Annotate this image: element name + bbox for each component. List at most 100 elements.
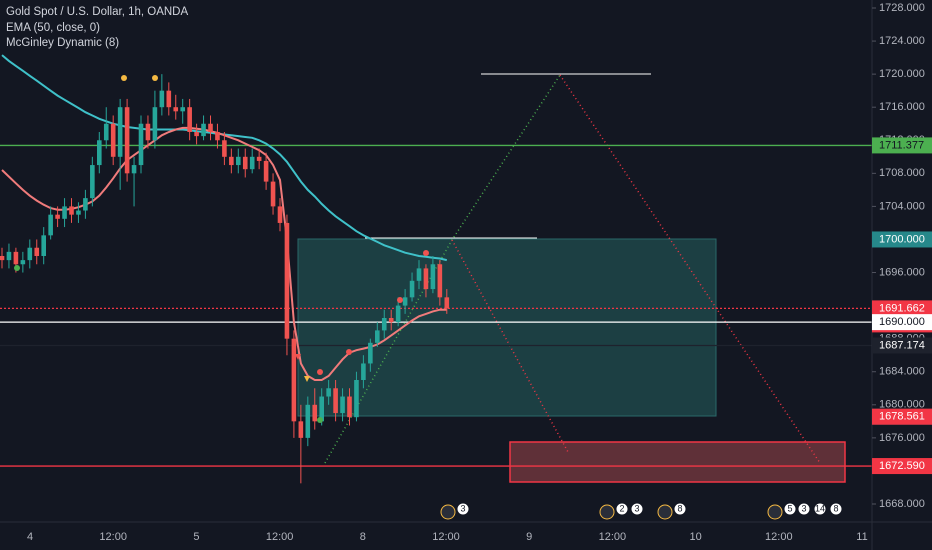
- y-tick-label: 1708.000: [879, 167, 925, 179]
- candle-body: [62, 206, 67, 219]
- y-tick-label: 1728.000: [879, 2, 925, 14]
- event-icon: [767, 504, 783, 520]
- candle-body: [437, 264, 443, 298]
- candle-body: [69, 206, 74, 215]
- candle-body: [152, 107, 158, 141]
- candle-body: [173, 107, 179, 112]
- candle-body: [326, 388, 331, 397]
- candle-body: [270, 181, 276, 207]
- event-badge: [813, 502, 827, 516]
- event-badge: [783, 502, 797, 516]
- x-tick-label: 5: [193, 531, 199, 543]
- plot: [0, 54, 450, 484]
- candle-body: [242, 156, 248, 170]
- event-badge: [673, 502, 687, 516]
- candle-body: [256, 156, 262, 161]
- event-count: 14: [815, 503, 825, 513]
- levels: [0, 144, 872, 467]
- x-tick-label: 12:00: [599, 531, 627, 543]
- candle-body: [312, 404, 318, 422]
- event-badge: [615, 502, 629, 516]
- y-tick-label: 1668.000: [879, 498, 925, 510]
- candle-body: [180, 107, 185, 112]
- price-tag: [872, 408, 932, 425]
- price-tag-label: 1690.000: [879, 316, 925, 328]
- price-tag: [872, 458, 932, 475]
- candle-body: [83, 198, 88, 211]
- price-tag: [872, 300, 932, 317]
- signal-dot: [346, 349, 352, 355]
- candle-body: [444, 297, 450, 309]
- price-tag-label: 1678.561: [879, 411, 925, 423]
- candle-body: [27, 247, 33, 261]
- event-badge: [630, 502, 644, 516]
- candle-body: [298, 421, 304, 438]
- event-count: 2: [619, 503, 624, 513]
- price-tag-label: 1672.590: [879, 460, 925, 472]
- x-tick-label: 11: [856, 531, 867, 543]
- candle-body: [20, 260, 26, 265]
- candle-body: [124, 107, 130, 174]
- y-tick-label: 1704.000: [879, 200, 925, 212]
- candle-body: [354, 380, 359, 418]
- candle-body: [416, 268, 422, 281]
- candle-body: [90, 165, 95, 199]
- x-tick-label: 12:00: [432, 531, 460, 543]
- axes: 1668.0001672.0001676.0001680.0001684.000…: [27, 2, 932, 543]
- event-badge: [456, 502, 470, 516]
- candle-body: [0, 256, 5, 261]
- candle-body: [395, 305, 401, 323]
- candle-body: [319, 396, 324, 422]
- event-badge: [797, 502, 811, 516]
- candle-body: [138, 123, 144, 166]
- candle-body: [55, 214, 60, 219]
- candle-body: [423, 268, 429, 290]
- x-tick-label: 12:00: [765, 531, 793, 543]
- candle-body: [340, 396, 345, 414]
- candle-body: [201, 123, 206, 137]
- y-tick-label: 1696.000: [879, 266, 925, 278]
- candle-body: [41, 235, 46, 256]
- x-tick-label: 12:00: [266, 531, 294, 543]
- x-tick-label: 9: [526, 531, 532, 543]
- candle-body: [409, 280, 415, 298]
- candle-body: [13, 251, 19, 265]
- event-count: 3: [634, 503, 639, 513]
- price-tag-label: 1700.000: [879, 233, 925, 245]
- candle-body: [388, 318, 394, 323]
- candle-body: [34, 247, 40, 256]
- y-tick-label: 1680.000: [879, 399, 925, 411]
- price-tag: [872, 137, 932, 154]
- candle-body: [402, 297, 408, 306]
- signal-arrow: [304, 376, 310, 382]
- event-icon: [440, 504, 456, 520]
- signal-dot: [397, 297, 403, 303]
- candle-body: [97, 140, 102, 166]
- candle-body: [103, 123, 109, 141]
- candle-body: [277, 206, 283, 223]
- x-tick-label: 4: [27, 531, 33, 543]
- candle-body: [159, 90, 165, 108]
- candle-body: [368, 342, 373, 364]
- price-tag-label: 1711.377: [879, 139, 924, 151]
- signal-dot: [317, 417, 323, 423]
- candle-body: [187, 107, 192, 132]
- chart-title: Gold Spot / U.S. Dollar, 1h, OANDA: [6, 6, 188, 18]
- y-tick-label: 1720.000: [879, 68, 925, 80]
- event-icon: [657, 504, 673, 520]
- price-tag-label: 1691.662: [879, 302, 925, 314]
- candle-body: [194, 132, 199, 137]
- indicator-label: McGinley Dynamic (8): [6, 37, 119, 49]
- signal-dot: [423, 250, 429, 256]
- candle-body: [131, 165, 137, 174]
- candle-body: [263, 160, 269, 182]
- candle-body: [375, 330, 380, 343]
- event-count: 8: [677, 503, 682, 513]
- signal-dot: [317, 369, 323, 375]
- candle-body: [229, 156, 234, 166]
- x-tick-label: 10: [689, 531, 701, 543]
- event-badge: [829, 502, 843, 516]
- candle-body: [333, 388, 338, 414]
- price-tag: [872, 231, 932, 248]
